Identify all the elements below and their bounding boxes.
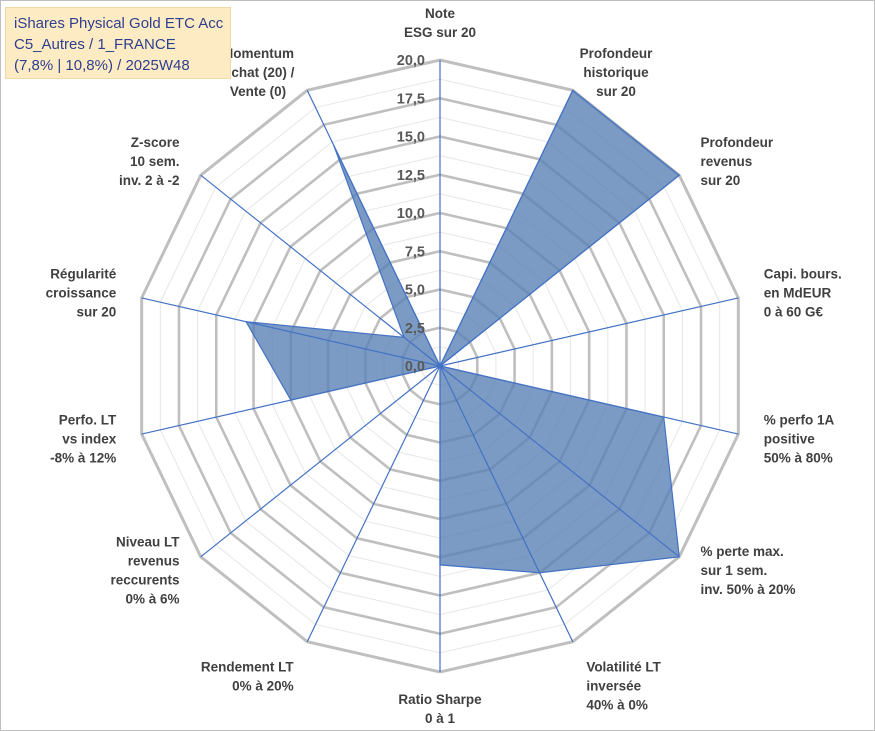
- axis-spoke: [439, 297, 739, 367]
- axis-label-line: Note: [425, 6, 455, 21]
- axis-spoke: [439, 174, 680, 367]
- axis-label-line: Vente (0): [230, 84, 286, 99]
- tick-label: 0,0: [405, 359, 425, 375]
- axis-label-line: inv. 50% à 20%: [700, 582, 795, 597]
- axis-label-line: Z-score: [131, 135, 180, 150]
- axis-label-line: sur 20: [596, 84, 636, 99]
- axis-label-line: Régularité: [50, 267, 117, 282]
- axis-label-line: Rendement LT: [201, 660, 295, 675]
- axis-label-line: croissance: [46, 286, 117, 301]
- axis-label-line: Perfo. LT: [59, 412, 117, 427]
- axis-label-line: en MdEUR: [764, 286, 832, 301]
- title-line-stats: (7,8% | 10,8%) / 2025W48: [14, 57, 190, 74]
- tick-label: 15,0: [397, 130, 425, 146]
- tick-label: 5,0: [405, 283, 425, 299]
- axis-label-line: sur 1 sem.: [700, 563, 767, 578]
- axis-label-line: Ratio Sharpe: [398, 692, 482, 707]
- axis-label-line: Momentum: [222, 46, 294, 61]
- axis-label-line: positive: [764, 431, 816, 446]
- axis-label-line: vs index: [62, 431, 117, 446]
- axis-spoke: [306, 365, 441, 642]
- axis-label: Rendement LT 0% à 20%: [201, 660, 295, 694]
- title-line-fund: iShares Physical Gold ETC Acc: [14, 15, 224, 32]
- axis-label: Note ESG sur 20: [404, 6, 476, 40]
- axis-label: % perfo 1A positive 50% à 80%: [764, 412, 835, 465]
- tick-label: 12,5: [397, 168, 425, 184]
- axis-label-line: Volatilité LT: [586, 660, 661, 675]
- axis-label: Volatilité LT inversée 40% à 0%: [586, 660, 661, 713]
- axis-label-line: 0 à 1: [425, 711, 456, 726]
- axis-spoke: [200, 365, 441, 558]
- axis-label: % perte max. sur 1 sem. inv. 50% à 20%: [700, 544, 795, 597]
- chart-title-box: iShares Physical Gold ETC Acc C5_Autres …: [5, 7, 231, 79]
- axis-label: Régularité croissance sur 20: [46, 267, 117, 320]
- axis-spokes: [141, 60, 739, 672]
- axis-label-line: Niveau LT: [116, 535, 180, 550]
- axis-label-line: sur 20: [76, 305, 116, 320]
- axis-spoke: [439, 90, 574, 367]
- axis-label-line: 50% à 80%: [764, 450, 833, 465]
- axis-label-line: 0% à 6%: [126, 592, 180, 607]
- axis-label-line: inversée: [586, 679, 641, 694]
- axis-label-line: revenus: [700, 154, 752, 169]
- axis-label-line: -8% à 12%: [50, 450, 116, 465]
- axis-label: Profondeur historique sur 20: [580, 46, 653, 99]
- axis-labels: Note ESG sur 20 Profondeur historique sur 20…: [46, 6, 842, 726]
- axis-label: Z-score 10 sem. inv. 2 à -2: [119, 135, 180, 188]
- axis-spoke: [439, 365, 739, 435]
- axis-label-line: Achat (20) /: [222, 65, 295, 80]
- axis-label-line: 0 à 60 G€: [764, 305, 824, 320]
- axis-label: Niveau LT revenus reccurents 0% à 6%: [111, 535, 181, 607]
- axis-label-line: 10 sem.: [130, 154, 180, 169]
- radial-tick-labels: 0,0 2,5 5,0 7,5 10,0 12,5 15,0 17,5 20,0: [397, 53, 425, 375]
- axis-label-line: 0% à 20%: [232, 679, 294, 694]
- axis-spoke: [200, 174, 441, 367]
- axis-label: Ratio Sharpe 0 à 1: [398, 692, 482, 726]
- title-line-category: C5_Autres / 1_FRANCE: [14, 36, 176, 53]
- axis-label-line: ESG sur 20: [404, 25, 476, 40]
- axis-label-line: Profondeur: [700, 135, 773, 150]
- axis-label-line: sur 20: [700, 173, 740, 188]
- axis-label-line: Profondeur: [580, 46, 653, 61]
- axis-label-line: inv. 2 à -2: [119, 173, 180, 188]
- axis-label-line: reccurents: [111, 573, 180, 588]
- axis-spoke: [439, 365, 574, 642]
- axis-label: Momentum Achat (20) / Vente (0): [222, 46, 295, 99]
- tick-label: 2,5: [405, 321, 425, 337]
- axis-label-line: Capi. bours.: [764, 267, 842, 282]
- axis-label-line: historique: [583, 65, 649, 80]
- axis-label-line: % perte max.: [700, 544, 783, 559]
- axis-spoke: [439, 365, 680, 558]
- axis-label: Perfo. LT vs index -8% à 12%: [50, 412, 117, 465]
- axis-label-line: 40% à 0%: [586, 698, 648, 713]
- axis-spoke: [141, 297, 441, 367]
- axis-label: Profondeur revenus sur 20: [700, 135, 773, 188]
- axis-label-line: % perfo 1A: [764, 412, 835, 427]
- axis-spoke: [306, 90, 441, 367]
- axis-label-line: revenus: [128, 554, 180, 569]
- tick-label: 10,0: [397, 206, 425, 222]
- axis-spoke: [141, 365, 441, 435]
- axis-label: Capi. bours. en MdEUR 0 à 60 G€: [764, 267, 842, 320]
- tick-label: 20,0: [397, 53, 425, 69]
- tick-label: 17,5: [397, 91, 425, 107]
- tick-label: 7,5: [405, 244, 425, 260]
